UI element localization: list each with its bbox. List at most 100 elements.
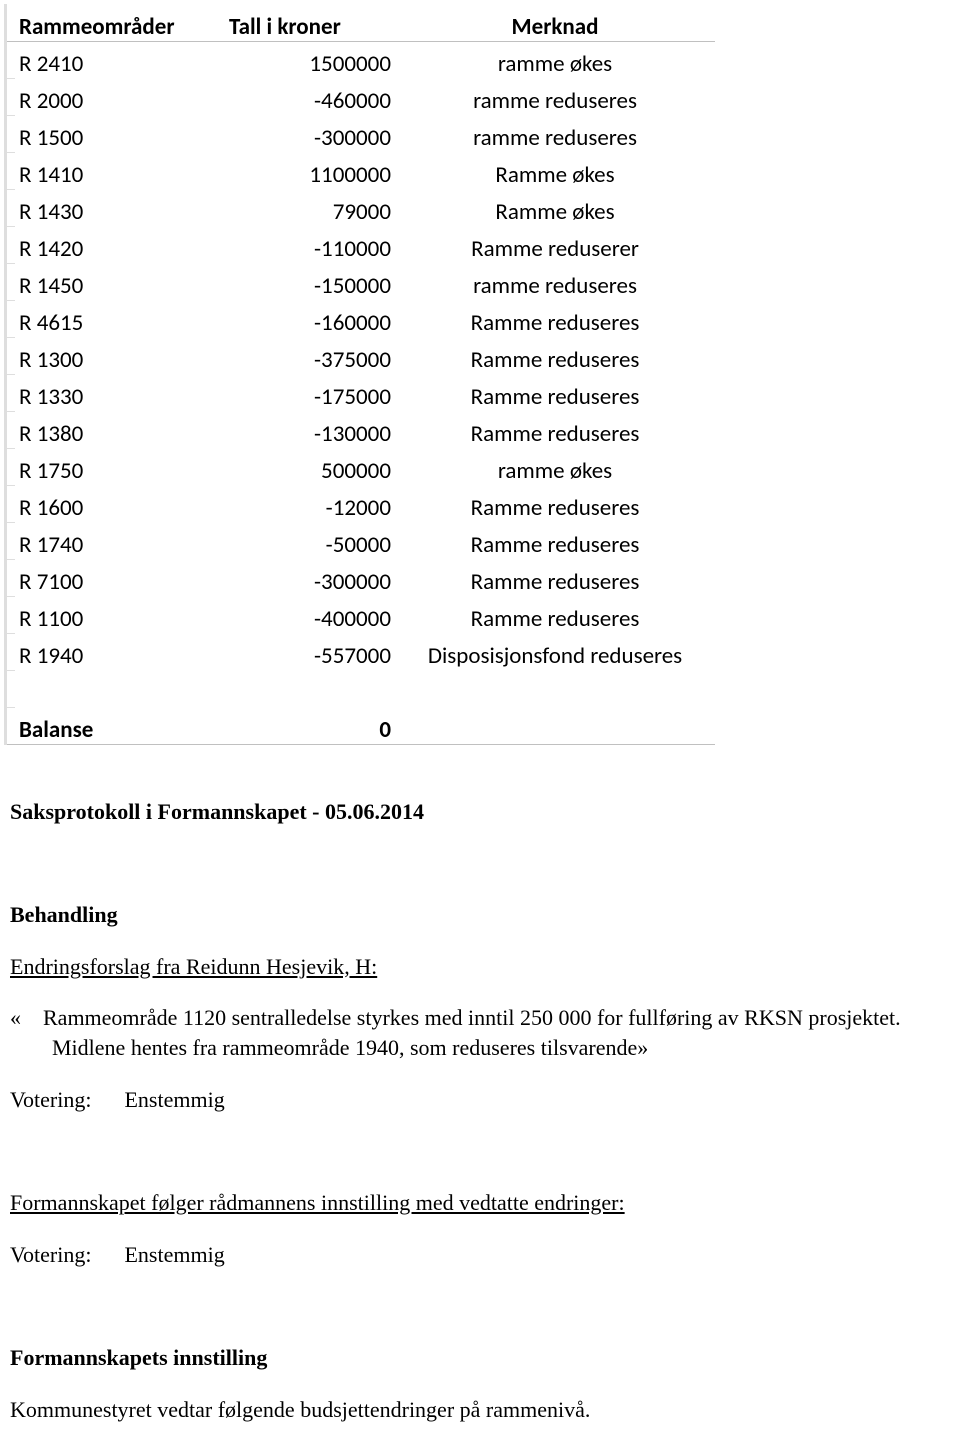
cell-rammeomrade: R 2000 — [15, 78, 225, 115]
table-row: R 1600-12000Ramme reduseres — [6, 485, 716, 522]
cell-rammeomrade: R 1410 — [15, 152, 225, 189]
votering-line-2: Votering: Enstemmig — [10, 1240, 950, 1270]
table-row: R 24101500000ramme økes — [6, 41, 716, 78]
cell-merknad: Ramme reduserer — [395, 226, 715, 263]
cell-tall: -557000 — [225, 633, 395, 670]
col-header-merknad: Merknad — [395, 4, 715, 41]
cell-merknad: Ramme reduseres — [395, 337, 715, 374]
table-row: R 1940-557000Disposisjonsfond reduseres — [6, 633, 716, 670]
table-balance-row: Balanse 0 — [6, 707, 716, 744]
table-body: R 24101500000ramme økesR 2000-460000ramm… — [6, 41, 716, 670]
row-marker — [6, 337, 16, 374]
cell-tall: 1500000 — [225, 41, 395, 78]
table-row: R 1420-110000Ramme reduserer — [6, 226, 716, 263]
table-row: R 1100-400000Ramme reduseres — [6, 596, 716, 633]
cell-tall: -375000 — [225, 337, 395, 374]
row-marker — [6, 226, 16, 263]
col-header-rammeomrader: Rammeområder — [15, 4, 225, 41]
row-marker — [6, 41, 16, 78]
row-marker — [6, 485, 16, 522]
cell-rammeomrade: R 1300 — [15, 337, 225, 374]
row-marker — [6, 448, 16, 485]
row-marker — [6, 411, 16, 448]
row-marker — [6, 374, 16, 411]
col-header-tall: Tall i kroner — [225, 4, 395, 41]
cell-rammeomrade: R 1750 — [15, 448, 225, 485]
row-marker — [6, 78, 16, 115]
cell-rammeomrade: R 1420 — [15, 226, 225, 263]
cell-merknad: ramme økes — [395, 41, 715, 78]
cell-merknad: Ramme reduseres — [395, 485, 715, 522]
cell-merknad: Ramme reduseres — [395, 300, 715, 337]
row-marker — [6, 189, 16, 226]
row-marker — [6, 4, 16, 41]
balance-value: 0 — [225, 707, 395, 744]
cell-tall: -300000 — [225, 559, 395, 596]
cell-merknad: ramme reduseres — [395, 78, 715, 115]
cell-merknad: Disposisjonsfond reduseres — [395, 633, 715, 670]
cell-tall: -50000 — [225, 522, 395, 559]
table-row: R 143079000Ramme økes — [6, 189, 716, 226]
formannskapet-line: Formannskapet følger rådmannens innstill… — [10, 1188, 950, 1218]
cell-rammeomrade: R 2410 — [15, 41, 225, 78]
cell-merknad: ramme reduseres — [395, 263, 715, 300]
cell-rammeomrade: R 1600 — [15, 485, 225, 522]
endringsforslag-heading: Endringsforslag fra Reidunn Hesjevik, H: — [10, 952, 950, 982]
cell-rammeomrade: R 1740 — [15, 522, 225, 559]
row-marker — [6, 522, 16, 559]
cell-tall: -110000 — [225, 226, 395, 263]
cell-merknad: Ramme økes — [395, 152, 715, 189]
cell-rammeomrade: R 1100 — [15, 596, 225, 633]
table-row: R 2000-460000ramme reduseres — [6, 78, 716, 115]
votering-label: Votering: — [10, 1087, 91, 1112]
table-row: R 1300-375000Ramme reduseres — [6, 337, 716, 374]
votering-label: Votering: — [10, 1242, 91, 1267]
table-row: R 1450-150000ramme reduseres — [6, 263, 716, 300]
votering-value: Enstemmig — [124, 1242, 224, 1267]
cell-merknad: ramme økes — [395, 448, 715, 485]
cell-merknad: Ramme reduseres — [395, 374, 715, 411]
cell-rammeomrade: R 1450 — [15, 263, 225, 300]
row-marker — [6, 115, 16, 152]
cell-rammeomrade: R 1330 — [15, 374, 225, 411]
cell-rammeomrade: R 4615 — [15, 300, 225, 337]
cell-tall: -150000 — [225, 263, 395, 300]
table-row: R 1740-50000Ramme reduseres — [6, 522, 716, 559]
row-marker — [6, 263, 16, 300]
cell-rammeomrade: R 1430 — [15, 189, 225, 226]
cell-tall: -160000 — [225, 300, 395, 337]
balance-label: Balanse — [15, 707, 225, 744]
cell-tall: -175000 — [225, 374, 395, 411]
row-marker — [6, 633, 16, 670]
innstilling-heading: Formannskapets innstilling — [10, 1343, 950, 1373]
cell-tall: 500000 — [225, 448, 395, 485]
table-row: R 1330-175000Ramme reduseres — [6, 374, 716, 411]
votering-value: Enstemmig — [124, 1087, 224, 1112]
behandling-heading: Behandling — [10, 900, 950, 930]
cell-merknad: Ramme reduseres — [395, 522, 715, 559]
document-body: Saksprotokoll i Formannskapet - 05.06.20… — [0, 745, 960, 1425]
cell-tall: 79000 — [225, 189, 395, 226]
cell-rammeomrade: R 1940 — [15, 633, 225, 670]
table-row: R 14101100000Ramme økes — [6, 152, 716, 189]
cell-tall: 1100000 — [225, 152, 395, 189]
votering-line-1: Votering: Enstemmig — [10, 1085, 950, 1115]
table-empty-row — [6, 670, 716, 707]
cell-tall: -460000 — [225, 78, 395, 115]
cell-merknad: Ramme økes — [395, 189, 715, 226]
row-marker — [6, 152, 16, 189]
cell-tall: -130000 — [225, 411, 395, 448]
cell-merknad: Ramme reduseres — [395, 411, 715, 448]
budget-table: Rammeområder Tall i kroner Merknad R 241… — [4, 4, 715, 745]
table-row: R 1380-130000Ramme reduseres — [6, 411, 716, 448]
row-marker — [6, 596, 16, 633]
cell-tall: -12000 — [225, 485, 395, 522]
table-row: R 4615-160000Ramme reduseres — [6, 300, 716, 337]
protocol-title: Saksprotokoll i Formannskapet - 05.06.20… — [10, 797, 950, 827]
cell-rammeomrade: R 1500 — [15, 115, 225, 152]
table-header-row: Rammeområder Tall i kroner Merknad — [6, 4, 716, 41]
table-row: R 1750500000ramme økes — [6, 448, 716, 485]
cell-rammeomrade: R 7100 — [15, 559, 225, 596]
row-marker — [6, 300, 16, 337]
table-row: R 7100-300000Ramme reduseres — [6, 559, 716, 596]
